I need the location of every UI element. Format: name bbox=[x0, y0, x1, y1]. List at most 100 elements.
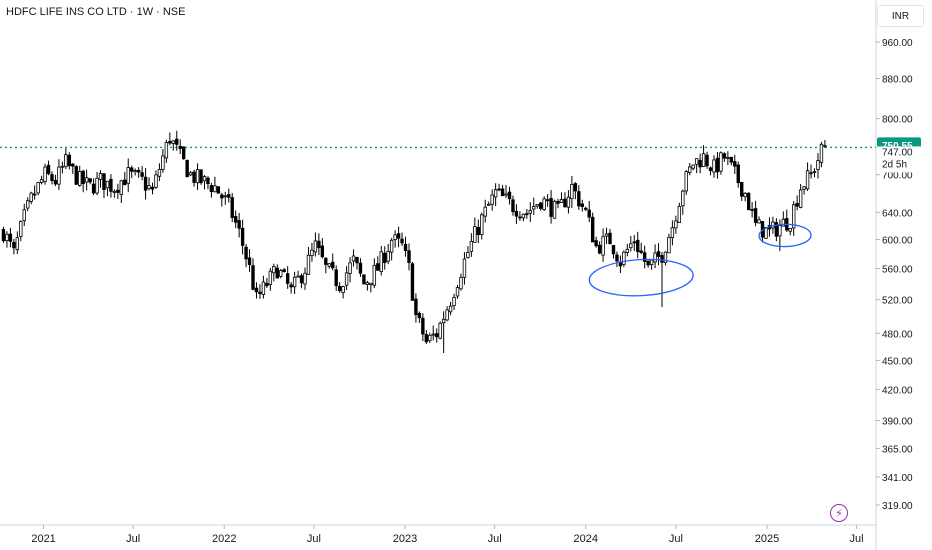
candle-up-body bbox=[43, 166, 47, 182]
candle-up-body bbox=[667, 236, 671, 254]
candle-up-body bbox=[542, 198, 546, 211]
x-tick-label: 2025 bbox=[755, 533, 779, 545]
candle-down-body bbox=[251, 265, 255, 290]
candle-down-body bbox=[549, 197, 553, 217]
candle-down-body bbox=[168, 141, 172, 144]
candle-down-body bbox=[109, 178, 113, 192]
candle-up-body bbox=[438, 322, 442, 339]
candles-layer bbox=[1, 130, 827, 354]
candle-up-body bbox=[802, 186, 806, 190]
candle-up-body bbox=[195, 169, 200, 184]
y-tick-label: 640.00 bbox=[882, 208, 913, 219]
y-tick-label: 420.00 bbox=[882, 385, 913, 396]
candle-down-body bbox=[563, 198, 567, 208]
candle-up-body bbox=[691, 164, 695, 169]
candle-up-body bbox=[268, 270, 273, 285]
candle-up-body bbox=[535, 204, 539, 207]
x-tick-label: 2022 bbox=[212, 533, 236, 545]
candle-up-body bbox=[5, 233, 9, 242]
candle-down-body bbox=[209, 185, 214, 193]
candle-up-body bbox=[528, 210, 532, 214]
candle-up-body bbox=[681, 190, 685, 207]
x-tick-label: Jul bbox=[307, 533, 321, 545]
candle-up-body bbox=[788, 228, 792, 232]
candle-down-body bbox=[181, 146, 186, 160]
support-zone-ellipse bbox=[758, 223, 812, 248]
candle-down-body bbox=[123, 179, 127, 186]
candle-down-body bbox=[421, 317, 425, 335]
candle-up-body bbox=[480, 214, 484, 235]
candle-up-body bbox=[487, 203, 491, 206]
candle-down-body bbox=[587, 209, 591, 218]
candle-up-body bbox=[29, 192, 33, 202]
candle-up-body bbox=[483, 206, 487, 217]
candle-up-body bbox=[521, 213, 526, 219]
candle-down-body bbox=[424, 334, 429, 343]
candle-up-body bbox=[452, 297, 456, 307]
candle-up-body bbox=[674, 220, 678, 229]
price-axis[interactable]: 960.00 880.00 800.00 700.00 640.00 600.00 560.… bbox=[876, 38, 913, 512]
candle-down-body bbox=[12, 241, 16, 249]
candle-up-body bbox=[389, 239, 394, 253]
candle-down-body bbox=[577, 191, 581, 207]
candle-down-body bbox=[733, 161, 737, 167]
x-tick-label: 2023 bbox=[393, 533, 417, 545]
currency-button[interactable]: INR bbox=[877, 5, 924, 27]
candle-up-body bbox=[431, 333, 435, 336]
candle-down-body bbox=[192, 171, 196, 183]
candle-up-body bbox=[816, 160, 820, 170]
candle-up-body bbox=[272, 266, 276, 274]
candle-down-body bbox=[67, 154, 72, 167]
candle-up-body bbox=[105, 180, 110, 189]
candle-up-body bbox=[39, 179, 44, 183]
candle-down-body bbox=[230, 197, 234, 218]
candle-down-body bbox=[140, 172, 144, 177]
candle-down-body bbox=[116, 189, 120, 193]
candle-down-body bbox=[199, 169, 203, 184]
candle-up-body bbox=[448, 305, 453, 313]
candle-down-body bbox=[736, 164, 740, 184]
symbol-legend[interactable]: HDFC LIFE INS CO LTD · 1W · NSE bbox=[6, 6, 186, 18]
candle-up-body bbox=[112, 190, 117, 193]
y-tick-label: 700.00 bbox=[882, 171, 913, 182]
candle-up-body bbox=[348, 262, 352, 274]
time-axis[interactable]: 2021 Jul 2022 Jul 2023 Jul 2024 Jul 2025 Jul bbox=[31, 525, 864, 545]
lightning-bolt-icon[interactable]: ⚡ bbox=[830, 504, 848, 522]
candle-up-body bbox=[805, 170, 810, 190]
candle-up-body bbox=[625, 248, 630, 253]
candle-down-body bbox=[435, 333, 439, 338]
candle-up-body bbox=[296, 275, 300, 278]
y-tick-label: 341.00 bbox=[882, 473, 913, 484]
candle-up-body bbox=[459, 277, 463, 290]
candle-down-body bbox=[414, 298, 418, 316]
candle-up-body bbox=[469, 241, 474, 252]
candle-up-body bbox=[812, 171, 817, 173]
candle-down-body bbox=[136, 169, 141, 173]
candle-down-body bbox=[285, 273, 290, 284]
candle-up-body bbox=[792, 204, 796, 229]
candle-up-body bbox=[292, 276, 297, 288]
candle-up-body bbox=[119, 180, 124, 195]
candle-down-body bbox=[53, 180, 58, 185]
candle-up-body bbox=[351, 255, 356, 262]
candle-up-body bbox=[369, 282, 373, 285]
candle-down-body bbox=[608, 232, 612, 245]
candle-up-body bbox=[64, 154, 68, 168]
candle-down-body bbox=[32, 193, 37, 196]
candle-down-body bbox=[746, 192, 751, 211]
candle-down-body bbox=[355, 256, 359, 264]
candle-down-body bbox=[362, 274, 366, 285]
candle-up-body bbox=[819, 143, 824, 163]
candle-up-body bbox=[161, 155, 165, 170]
candle-up-body bbox=[466, 252, 470, 258]
candle-down-body bbox=[740, 181, 744, 197]
candle-down-body bbox=[753, 208, 758, 223]
y-tick-label: 450.00 bbox=[882, 356, 913, 367]
candle-down-body bbox=[584, 207, 588, 210]
candle-down-body bbox=[8, 233, 13, 242]
candle-up-body bbox=[22, 209, 26, 222]
candle-down-body bbox=[594, 240, 598, 247]
candle-down-body bbox=[376, 263, 380, 271]
candle-down-body bbox=[642, 252, 647, 262]
